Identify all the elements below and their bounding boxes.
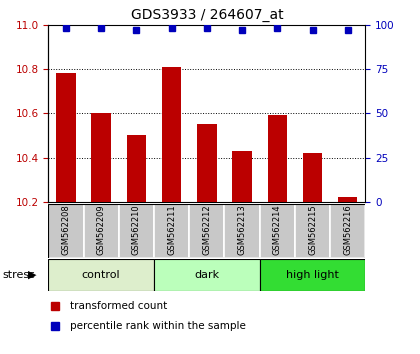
Bar: [189, 204, 224, 258]
Bar: [338, 197, 357, 202]
Bar: [119, 204, 154, 258]
Text: GSM562213: GSM562213: [238, 205, 247, 255]
Bar: [224, 204, 260, 258]
Text: GSM562215: GSM562215: [308, 205, 317, 255]
Bar: [154, 204, 189, 258]
Bar: [260, 259, 365, 291]
Text: percentile rank within the sample: percentile rank within the sample: [71, 321, 247, 331]
Text: stress: stress: [2, 270, 35, 280]
Bar: [260, 204, 295, 258]
Bar: [84, 204, 119, 258]
Text: GSM562211: GSM562211: [167, 205, 176, 255]
Bar: [92, 113, 111, 202]
Text: GSM562209: GSM562209: [97, 205, 106, 255]
Text: GSM562214: GSM562214: [273, 205, 282, 255]
Bar: [48, 259, 154, 291]
Text: GSM562212: GSM562212: [202, 205, 211, 255]
Text: control: control: [82, 270, 121, 280]
Bar: [48, 204, 84, 258]
Text: transformed count: transformed count: [71, 301, 168, 312]
Bar: [268, 115, 287, 202]
Bar: [127, 135, 146, 202]
Bar: [197, 124, 217, 202]
Title: GDS3933 / 264607_at: GDS3933 / 264607_at: [131, 8, 283, 22]
Text: GSM562210: GSM562210: [132, 205, 141, 255]
Text: GSM562208: GSM562208: [61, 205, 71, 255]
Bar: [232, 151, 252, 202]
Bar: [154, 259, 260, 291]
Bar: [303, 153, 322, 202]
Text: high light: high light: [286, 270, 339, 280]
Text: GSM562216: GSM562216: [343, 205, 352, 255]
Text: dark: dark: [194, 270, 219, 280]
Bar: [56, 73, 76, 202]
Bar: [295, 204, 330, 258]
Bar: [162, 67, 181, 202]
Text: ▶: ▶: [28, 270, 37, 280]
Bar: [330, 204, 365, 258]
